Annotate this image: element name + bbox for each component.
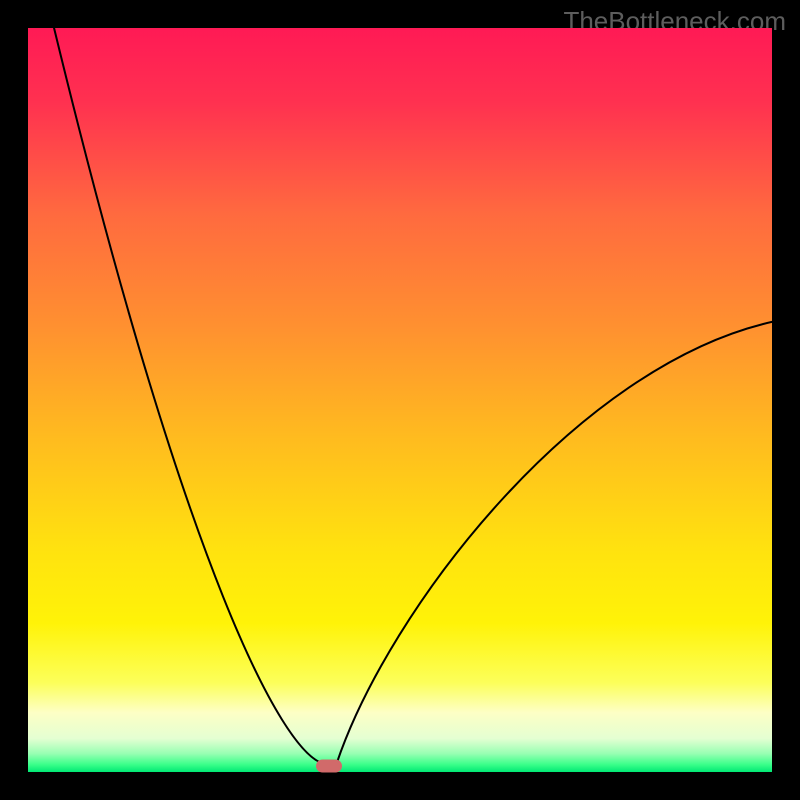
optimum-marker	[316, 760, 342, 773]
bottleneck-curve	[28, 28, 772, 772]
chart-frame: TheBottleneck.com	[0, 0, 800, 800]
plot-area	[28, 28, 772, 772]
